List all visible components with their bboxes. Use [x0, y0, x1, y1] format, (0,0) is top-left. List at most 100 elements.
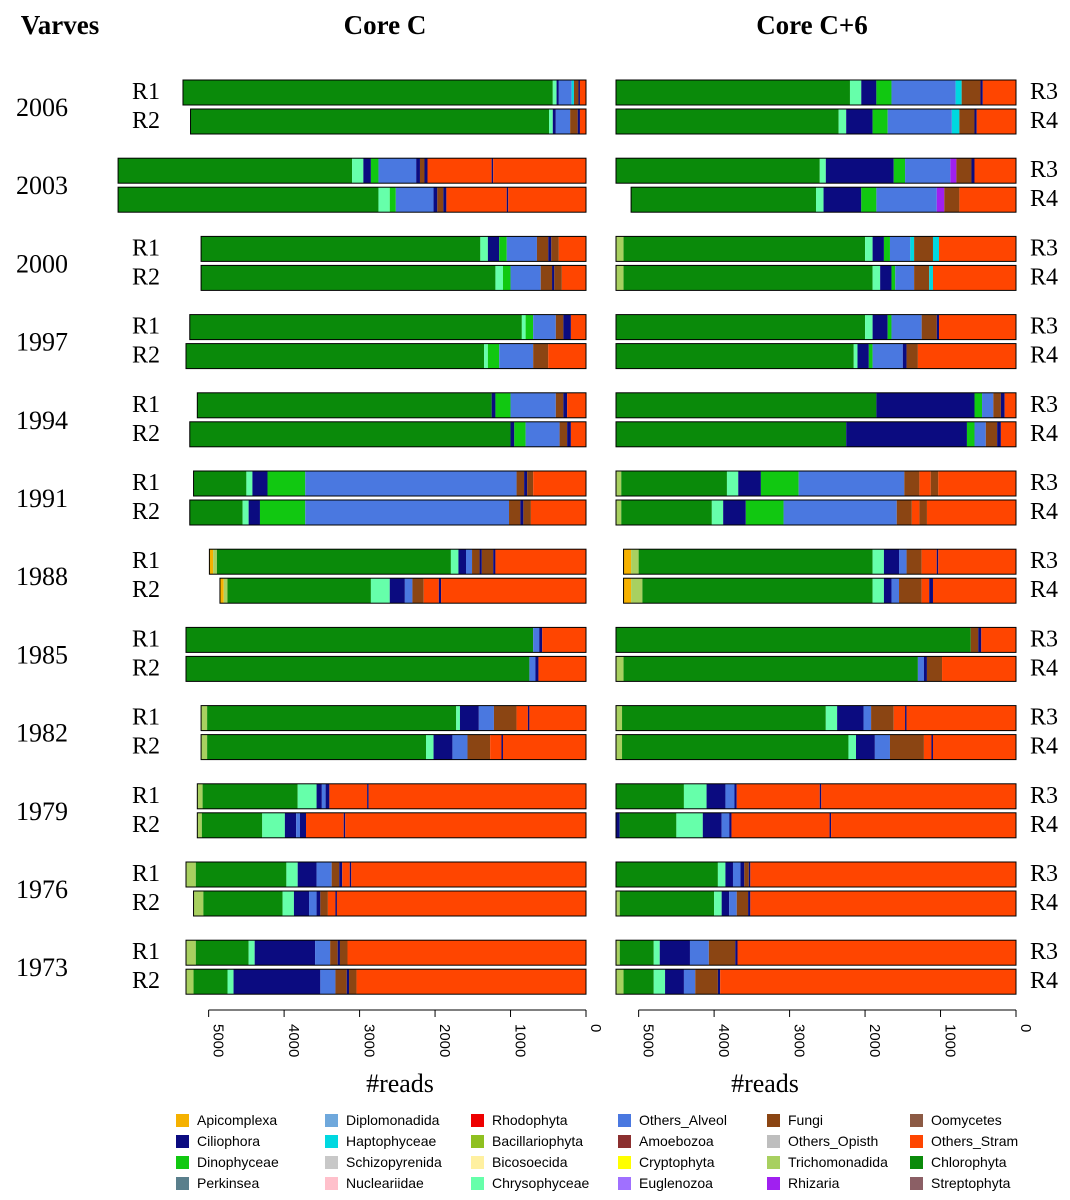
- bar-segment-chrysophyceae: [549, 109, 553, 134]
- bar-outline: [219, 577, 587, 604]
- bar-segment-others-stram: [932, 578, 1016, 604]
- bar-segment-ciliophora: [501, 734, 503, 760]
- bar-segment-ciliophora: [535, 656, 539, 682]
- bar-segment-chlorophyta: [616, 627, 971, 653]
- bar-segment-ciliophora: [846, 109, 873, 134]
- bar-segment-chrysophyceae: [872, 265, 881, 291]
- bar-segment-ciliophora: [872, 314, 888, 340]
- legend-label: Bicosoecida: [492, 1154, 568, 1170]
- bar-segment-fungi: [926, 656, 943, 682]
- bar-outline: [615, 655, 1017, 682]
- bar-segment-ciliophora: [493, 549, 496, 575]
- bar-segment-others-alveol: [466, 549, 473, 575]
- bar-segment-others-alveol: [529, 656, 536, 682]
- bar-segment-others-stram: [356, 969, 586, 995]
- bar-segment-fungi: [467, 734, 491, 760]
- bar-segment-dinophyceae: [499, 236, 507, 262]
- bar-segment-ciliophora: [487, 236, 500, 262]
- bar-segment-dinophyceae: [872, 109, 888, 134]
- bar-segment-others-alveol: [905, 158, 951, 184]
- replicate-label: R3: [1030, 79, 1058, 105]
- bar-segment-ciliophora: [734, 783, 737, 809]
- bar-segment-others-stram: [570, 314, 586, 340]
- bar-segment-chrysophyceae: [282, 891, 294, 916]
- bar-segment-fungi: [985, 421, 998, 447]
- bar-segment-others-stram: [906, 705, 1016, 731]
- bar-segment-others-alveol: [404, 578, 413, 604]
- bar-segment-fungi: [906, 343, 918, 369]
- bar-segment-trichomonadida: [616, 471, 622, 496]
- bar-segment-fungi: [944, 187, 960, 213]
- bar-segment-fungi: [516, 471, 525, 496]
- bar-segment-chrysophyceae: [711, 500, 724, 525]
- bar-segment-chrysophyceae: [227, 969, 234, 995]
- x-tick-label: 2000: [436, 1024, 453, 1057]
- replicate-label: R2: [132, 421, 160, 447]
- bar-segment-fungi: [914, 236, 933, 262]
- legend-swatch: [767, 1114, 780, 1127]
- bar-segment-ciliophora: [974, 109, 977, 134]
- replicate-label: R2: [132, 812, 160, 838]
- replicate-label: R3: [1030, 548, 1058, 574]
- bar-segment-chlorophyta: [207, 705, 457, 731]
- bar-segment-dinophyceae: [891, 265, 896, 291]
- legend-label: Amoebozoa: [639, 1133, 714, 1149]
- bar-segment-ciliophora: [527, 705, 530, 731]
- bar-outline: [117, 186, 587, 213]
- bar-segment-others-stram: [821, 783, 1016, 809]
- legend-label: Nucleariidae: [346, 1175, 424, 1191]
- bar-segment-chrysophyceae: [653, 969, 666, 995]
- bar-segment-fungi: [919, 500, 927, 525]
- legend-label: Euglenozoa: [639, 1175, 713, 1191]
- x-tick-label: 4000: [285, 1024, 302, 1057]
- year-label: 1997: [16, 328, 68, 357]
- bar-segment-others-stram: [329, 783, 368, 809]
- bar-outline: [615, 157, 1017, 184]
- bar-segment-dinophyceae: [887, 314, 892, 340]
- bar-segment-ciliophora: [563, 392, 568, 418]
- bar-segment-apicomplexa: [623, 549, 632, 575]
- axes-group: 5000 4000 3000 2000 1000 0 5000 4000 3000 2000 100…: [208, 1009, 1034, 1057]
- bar-segment-chrysophyceae: [378, 187, 390, 213]
- legend-swatch: [910, 1114, 923, 1127]
- bar-segment-ciliophora: [856, 734, 875, 760]
- bar-segment-trichomonadida: [631, 549, 639, 575]
- bar-segment-chlorophyta: [622, 705, 826, 731]
- bar-segment-chlorophyta: [638, 549, 873, 575]
- bar-segment-others-stram: [893, 705, 906, 731]
- bar-segment-trichomonadida: [616, 236, 624, 262]
- bar-segment-others-stram: [750, 862, 1016, 887]
- legend-swatch: [471, 1114, 484, 1127]
- bar-segment-others-alveol: [452, 734, 468, 760]
- bar-segment-chrysophyceae: [872, 578, 884, 604]
- bar-outline: [117, 157, 587, 184]
- bar-segment-others-stram: [342, 862, 350, 887]
- bar-outline: [189, 499, 587, 526]
- bar-segment-others-alveol: [689, 940, 709, 966]
- bar-segment-ciliophora: [735, 940, 738, 966]
- bar-segment-ciliophora: [284, 812, 297, 838]
- bar-segment-others-stram: [548, 343, 586, 369]
- replicate-label: R1: [132, 861, 160, 887]
- legend-label: Dinophyceae: [197, 1154, 279, 1170]
- x-tick-label: 5000: [210, 1024, 227, 1057]
- bar-segment-ciliophora: [433, 734, 453, 760]
- bar-segment-ciliophora: [706, 783, 726, 809]
- bar-segment-others-alveol: [874, 734, 890, 760]
- bar-segment-chrysophyceae: [521, 314, 526, 340]
- legend-swatch: [910, 1156, 923, 1169]
- bar-segment-chlorophyta: [118, 158, 353, 184]
- bar-segment-others-alveol: [783, 500, 897, 525]
- legend-swatch: [618, 1114, 631, 1127]
- bar-segment-chlorophyta: [616, 109, 839, 134]
- bar-segment-trichomonadida: [186, 862, 196, 887]
- bar-segment-fungi: [993, 392, 1001, 418]
- bar-segment-trichomonadida: [197, 783, 203, 809]
- bar-segment-ciliophora: [293, 891, 310, 916]
- bar-segment-others-alveol: [510, 392, 556, 418]
- bar-segment-chlorophyta: [623, 265, 873, 291]
- bar-outline: [185, 655, 587, 682]
- bar-segment-fungi: [493, 705, 517, 731]
- bar-segment-fungi: [930, 471, 939, 496]
